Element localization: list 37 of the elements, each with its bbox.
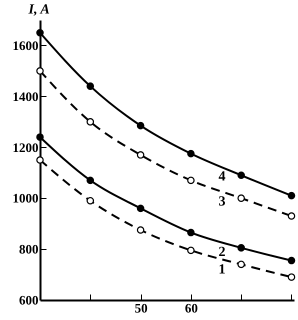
point	[237, 244, 245, 252]
point	[86, 196, 94, 204]
point	[187, 246, 195, 254]
point	[187, 150, 195, 158]
point	[136, 204, 144, 212]
x-tick-label: 60	[184, 300, 198, 316]
series-label: 4	[218, 169, 226, 184]
point	[237, 194, 245, 202]
point	[288, 273, 296, 281]
y-tick-label: 600	[19, 292, 38, 308]
point	[36, 67, 44, 75]
point	[187, 228, 195, 236]
y-tick-label: 1000	[12, 190, 38, 206]
y-axis-title: I, A	[28, 2, 50, 18]
x-tick-label: 50	[134, 300, 148, 316]
point	[237, 172, 245, 180]
point	[288, 192, 296, 200]
point	[86, 176, 94, 184]
series-label: 3	[218, 194, 226, 210]
point	[187, 176, 195, 184]
point	[36, 133, 44, 141]
point	[36, 28, 44, 36]
point	[288, 212, 296, 220]
point	[237, 260, 245, 268]
y-tick-label: 1600	[12, 38, 38, 53]
series-label: 1	[218, 262, 226, 278]
point	[86, 82, 94, 90]
y-tick-label: 1200	[12, 140, 38, 155]
y-tick-label: 800	[19, 242, 38, 257]
y-tick-label: 1400	[12, 88, 38, 104]
point	[136, 151, 144, 159]
point	[136, 226, 144, 234]
point	[36, 156, 44, 164]
point	[86, 118, 94, 126]
point	[288, 256, 296, 264]
point	[136, 122, 144, 130]
series-label: 2	[218, 245, 226, 260]
